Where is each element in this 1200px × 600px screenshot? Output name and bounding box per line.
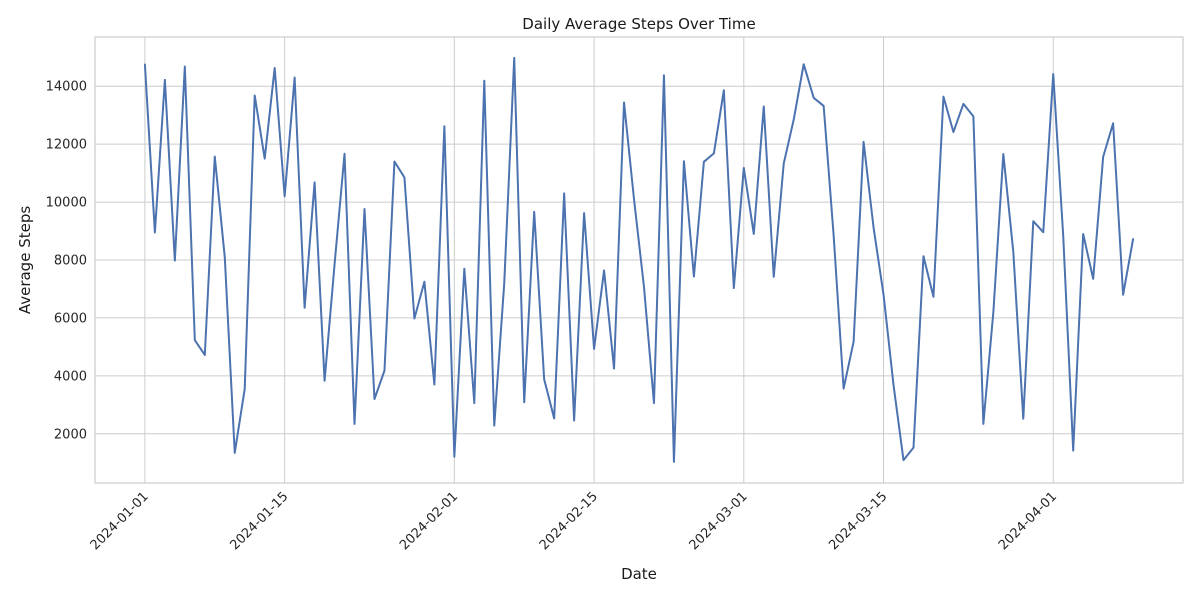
y-tick-label: 12000 bbox=[46, 138, 87, 153]
y-tick-labels: 2000 4000 6000 8000 10000 12000 14000 bbox=[46, 80, 87, 443]
plot-frame bbox=[94, 36, 1184, 484]
series-line bbox=[143, 56, 1135, 463]
y-tick-label: 2000 bbox=[54, 427, 87, 442]
chart-title: Daily Average Steps Over Time bbox=[522, 15, 755, 33]
y-axis-label: Average Steps bbox=[16, 206, 34, 315]
y-gridlines bbox=[95, 85, 1183, 435]
x-axis-label: Date bbox=[621, 565, 657, 583]
y-tick-label: 10000 bbox=[46, 196, 87, 211]
y-tick-label: 6000 bbox=[54, 311, 87, 326]
y-tick-label: 8000 bbox=[54, 254, 87, 269]
y-tick-label: 4000 bbox=[54, 369, 87, 384]
y-tick-label: 14000 bbox=[46, 80, 87, 95]
series-group bbox=[143, 56, 1135, 463]
